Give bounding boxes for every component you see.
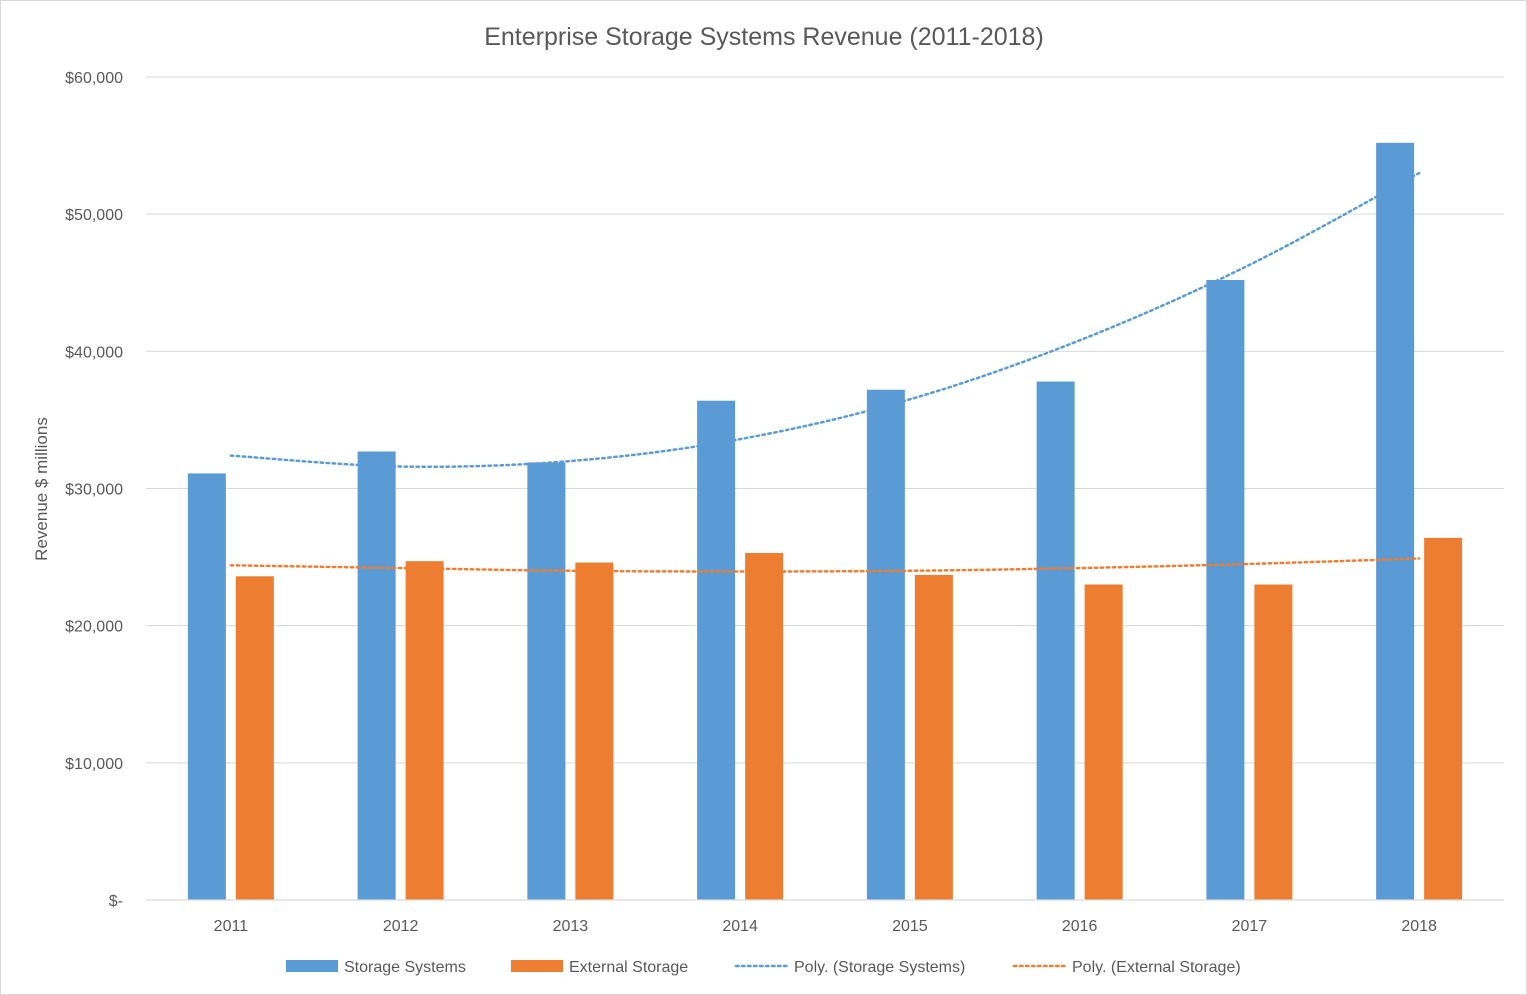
x-tick-label: 2014: [722, 918, 758, 935]
y-axis-label: Revenue $ millions: [32, 417, 51, 561]
legend-label-1: External Storage: [569, 959, 688, 976]
x-tick-label: 2013: [553, 918, 589, 935]
grid-lines: [146, 76, 1504, 764]
bar-storage-systems-2016: [1036, 381, 1075, 900]
chart-title: Enterprise Storage Systems Revenue (2011…: [484, 23, 1044, 51]
bar-external-storage-2015: [914, 574, 953, 900]
legend-label-0: Storage Systems: [344, 959, 466, 976]
y-tick-label: $30,000: [65, 482, 123, 499]
x-tick-label: 2015: [892, 918, 928, 935]
bar-storage-systems-2015: [866, 389, 905, 900]
bar-external-storage-2012: [405, 561, 444, 900]
bar-external-storage-2014: [745, 552, 784, 900]
legend-swatch-1: [511, 960, 563, 972]
axes: $- $10,000 $20,000 $30,000 $40,000 $50,000 $60…: [65, 70, 1504, 935]
legend-swatch-0: [286, 960, 338, 972]
bar-storage-systems-2014: [697, 400, 736, 900]
y-tick-label: $50,000: [65, 207, 123, 224]
bar-external-storage-2016: [1084, 584, 1123, 900]
x-tick-label: 2018: [1401, 918, 1437, 935]
x-tick-label: 2011: [214, 918, 249, 935]
trendlines: [229, 171, 1421, 573]
bar-storage-systems-2017: [1206, 280, 1245, 900]
bar-storage-systems-2013: [527, 462, 566, 900]
bar-external-storage-2011: [235, 576, 274, 900]
bar-storage-systems-2018: [1376, 142, 1415, 901]
bars: [187, 142, 1463, 901]
bar-storage-systems-2012: [357, 451, 396, 900]
trendline-1: [229, 557, 1421, 573]
legend: Storage Systems External Storage Poly. (St…: [286, 959, 1241, 976]
trendline-0: [229, 171, 1421, 469]
y-tick-label: $60,000: [65, 70, 123, 87]
legend-label-3: Poly. (External Storage): [1072, 959, 1241, 976]
y-tick-label: $40,000: [65, 344, 123, 361]
y-tick-label: $20,000: [65, 619, 123, 636]
x-tick-label: 2017: [1232, 918, 1268, 935]
x-tick-label: 2012: [383, 918, 419, 935]
bar-external-storage-2017: [1254, 584, 1293, 900]
bar-external-storage-2013: [575, 562, 614, 900]
y-tick-label: $10,000: [65, 756, 123, 773]
bar-storage-systems-2011: [187, 473, 226, 900]
bar-external-storage-2018: [1424, 537, 1463, 900]
legend-label-2: Poly. (Storage Systems): [794, 959, 965, 976]
x-tick-label: 2016: [1062, 918, 1098, 935]
y-tick-label: $-: [109, 893, 123, 910]
